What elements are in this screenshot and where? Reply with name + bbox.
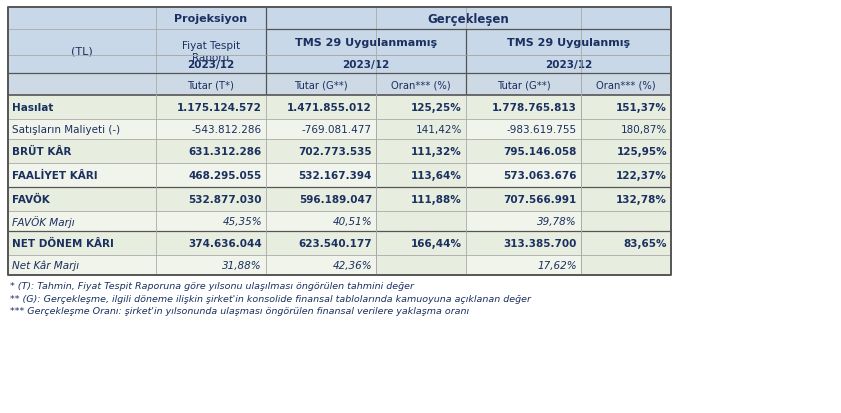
Text: Satışların Maliyeti (-): Satışların Maliyeti (-) [12,125,120,135]
Bar [581,96,671,120]
Text: Oran*** (%): Oran*** (%) [391,80,451,90]
Bar [266,74,376,96]
Bar [581,255,671,275]
Bar [8,120,671,140]
Bar [376,140,466,164]
Text: Tutar (T*): Tutar (T*) [188,80,235,90]
Bar [8,255,671,275]
Text: -983.619.755: -983.619.755 [507,125,577,135]
Bar [8,8,156,96]
Text: 180,87%: 180,87% [621,125,667,135]
Text: TMS 29 Uygulanmamış: TMS 29 Uygulanmamış [295,38,437,48]
Text: Oran*** (%): Oran*** (%) [596,80,656,90]
Bar [466,30,671,56]
Bar [581,231,671,255]
Bar [376,96,466,120]
Text: Hasılat: Hasılat [12,103,53,113]
Text: 111,88%: 111,88% [411,195,462,204]
Bar [581,120,671,140]
Text: NET DÖNEM KÂRI: NET DÖNEM KÂRI [12,238,114,249]
Text: 795.146.058: 795.146.058 [504,147,577,157]
Text: 17,62%: 17,62% [537,260,577,271]
Text: 83,65%: 83,65% [623,238,667,248]
Text: 31,88%: 31,88% [222,260,262,271]
Bar [581,211,671,231]
Text: 623.540.177: 623.540.177 [299,238,372,248]
Text: 707.566.991: 707.566.991 [504,195,577,204]
Text: 631.312.286: 631.312.286 [188,147,262,157]
Text: 125,25%: 125,25% [411,103,462,113]
Text: 111,32%: 111,32% [411,147,462,157]
Text: 596.189.047: 596.189.047 [299,195,372,204]
Bar [266,8,671,30]
Text: 125,95%: 125,95% [616,147,667,157]
Text: 573.063.676: 573.063.676 [504,171,577,180]
Text: FAVÖK: FAVÖK [12,195,50,204]
Text: -543.812.286: -543.812.286 [192,125,262,135]
Text: 468.295.055: 468.295.055 [188,171,262,180]
Bar [266,56,466,74]
Bar [376,211,466,231]
Bar [376,120,466,140]
Bar [376,164,466,188]
Text: 2023/12: 2023/12 [188,60,235,70]
Text: 2023/12: 2023/12 [342,60,389,70]
Text: 45,35%: 45,35% [222,216,262,226]
Text: FAALİYET KÂRI: FAALİYET KÂRI [12,171,98,180]
Text: 39,78%: 39,78% [537,216,577,226]
Text: 532.167.394: 532.167.394 [299,171,372,180]
Text: 42,36%: 42,36% [332,260,372,271]
Bar [8,188,671,211]
Text: TMS 29 Uygulanmış: TMS 29 Uygulanmış [507,38,630,48]
Bar [466,74,581,96]
Bar [8,8,671,275]
Bar [8,231,671,255]
Text: (TL): (TL) [71,47,93,57]
Bar [156,8,266,96]
Text: Tutar (G**): Tutar (G**) [294,80,348,90]
Text: -769.081.477: -769.081.477 [302,125,372,135]
Text: 40,51%: 40,51% [332,216,372,226]
Bar [466,56,671,74]
Bar [8,96,671,120]
Text: Projeksiyon: Projeksiyon [174,14,247,24]
Bar [156,74,266,96]
Bar [376,231,466,255]
Text: Net Kâr Marjı: Net Kâr Marjı [12,260,79,271]
Bar [581,140,671,164]
Bar [8,140,671,164]
Text: BRÜT KÂR: BRÜT KÂR [12,147,71,157]
Text: 166,44%: 166,44% [411,238,462,248]
Bar [376,255,466,275]
Text: 122,37%: 122,37% [616,171,667,180]
Bar [581,74,671,96]
Text: 2023/12: 2023/12 [545,60,592,70]
Text: 151,37%: 151,37% [616,103,667,113]
Bar [376,188,466,211]
Text: 1.175.124.572: 1.175.124.572 [177,103,262,113]
Text: Tutar (G**): Tutar (G**) [497,80,550,90]
Bar [266,30,466,56]
Text: * (T): Tahmin, Fiyat Tespit Raporuna göre yılsonu ulaşılması öngörülen tahmini d: * (T): Tahmin, Fiyat Tespit Raporuna gör… [10,281,414,290]
Text: 113,64%: 113,64% [411,171,462,180]
Text: 313.385.700: 313.385.700 [504,238,577,248]
Bar [8,164,671,188]
Text: ** (G): Gerçekleşme, ilgili döneme ilişkin şirket'in konsolide finansal tablolar: ** (G): Gerçekleşme, ilgili döneme ilişk… [10,294,531,303]
Text: Fiyat Tespit
Raporu: Fiyat Tespit Raporu [182,41,240,63]
Bar [8,211,671,231]
Text: 1.471.855.012: 1.471.855.012 [288,103,372,113]
Text: FAVÖK Marjı: FAVÖK Marjı [12,216,75,228]
Text: 132,78%: 132,78% [616,195,667,204]
Bar [581,164,671,188]
Text: 702.773.535: 702.773.535 [299,147,372,157]
Text: 532.877.030: 532.877.030 [188,195,262,204]
Text: Gerçekleşen: Gerçekleşen [427,12,510,26]
Bar [376,74,466,96]
Bar [581,188,671,211]
Text: 374.636.044: 374.636.044 [188,238,262,248]
Text: 141,42%: 141,42% [415,125,462,135]
Bar [8,74,156,96]
Text: 1.778.765.813: 1.778.765.813 [492,103,577,113]
Text: *** Gerçekleşme Oranı: şirket'in yılsonunda ulaşması öngörülen finansal verilere: *** Gerçekleşme Oranı: şirket'in yılsonu… [10,306,469,315]
